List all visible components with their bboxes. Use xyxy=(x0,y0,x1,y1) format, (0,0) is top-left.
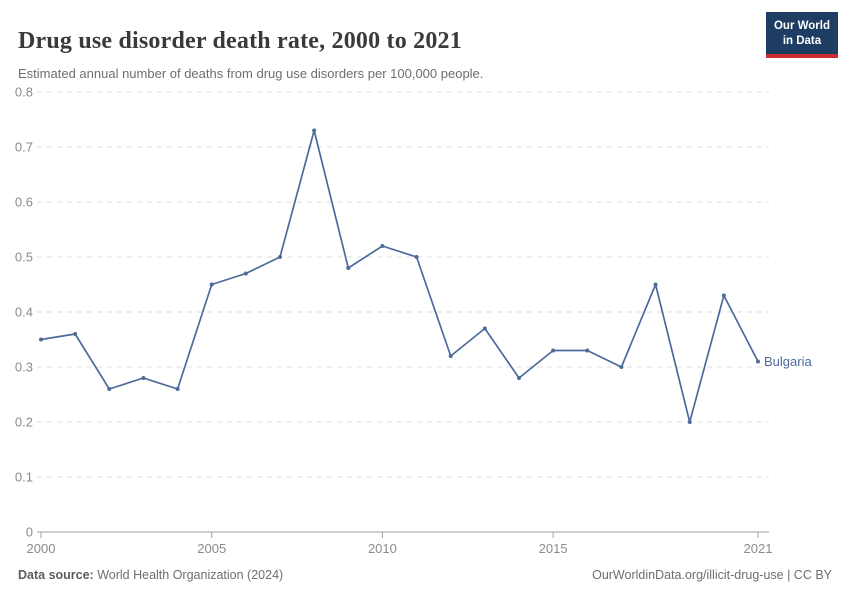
y-tick-label: 0.8 xyxy=(15,85,33,100)
data-point[interactable] xyxy=(653,282,658,287)
data-point[interactable] xyxy=(687,420,692,424)
data-point[interactable] xyxy=(756,359,760,364)
credit-note[interactable]: OurWorldinData.org/illicit-drug-use | CC… xyxy=(592,568,832,582)
data-point[interactable] xyxy=(141,376,146,380)
y-tick-label: 0.6 xyxy=(15,195,33,210)
data-point[interactable] xyxy=(517,376,521,380)
data-point[interactable] xyxy=(107,387,112,391)
data-point[interactable] xyxy=(209,282,214,287)
data-point[interactable] xyxy=(619,365,624,369)
owid-logo-line1: Our World xyxy=(773,20,830,32)
owid-logo[interactable]: Our World in Data xyxy=(765,12,838,58)
data-point[interactable] xyxy=(312,128,317,133)
data-point[interactable] xyxy=(585,348,590,353)
data-source-note: Data source: World Health Organization (… xyxy=(18,568,283,582)
data-point[interactable] xyxy=(551,348,556,353)
y-tick-label: 0 xyxy=(26,525,33,540)
data-point[interactable] xyxy=(39,337,43,342)
owid-logo-line2: in Data xyxy=(782,34,822,47)
chart-subtitle: Estimated annual number of deaths from d… xyxy=(18,66,484,81)
data-point[interactable] xyxy=(278,255,282,259)
data-point[interactable] xyxy=(175,387,180,391)
x-tick-label: 2005 xyxy=(197,541,226,556)
data-point[interactable] xyxy=(73,332,78,336)
data-point[interactable] xyxy=(346,266,351,270)
x-tick-label: 2010 xyxy=(368,541,397,556)
y-tick-label: 0.3 xyxy=(15,360,33,375)
y-tick-label: 0.5 xyxy=(15,250,33,265)
data-point[interactable] xyxy=(414,255,419,259)
data-source-value: World Health Organization (2024) xyxy=(93,568,284,582)
data-source-label: Data source: xyxy=(18,568,94,582)
data-point[interactable] xyxy=(380,244,385,248)
data-point[interactable] xyxy=(721,293,726,298)
x-tick-label: 2021 xyxy=(744,541,773,556)
series-end-label[interactable]: Bulgaria xyxy=(764,354,812,369)
y-tick-label: 0.2 xyxy=(15,415,33,430)
y-tick-label: 0.4 xyxy=(15,305,33,320)
data-point[interactable] xyxy=(482,326,487,331)
chart-title: Drug use disorder death rate, 2000 to 20… xyxy=(18,28,462,55)
data-point[interactable] xyxy=(243,271,248,276)
y-tick-label: 0.1 xyxy=(15,470,33,485)
data-point[interactable] xyxy=(448,354,453,358)
y-tick-label: 0.7 xyxy=(15,140,33,155)
x-tick-label: 2000 xyxy=(27,541,56,556)
trend-line[interactable] xyxy=(40,129,759,423)
x-tick-label: 2015 xyxy=(539,541,568,556)
